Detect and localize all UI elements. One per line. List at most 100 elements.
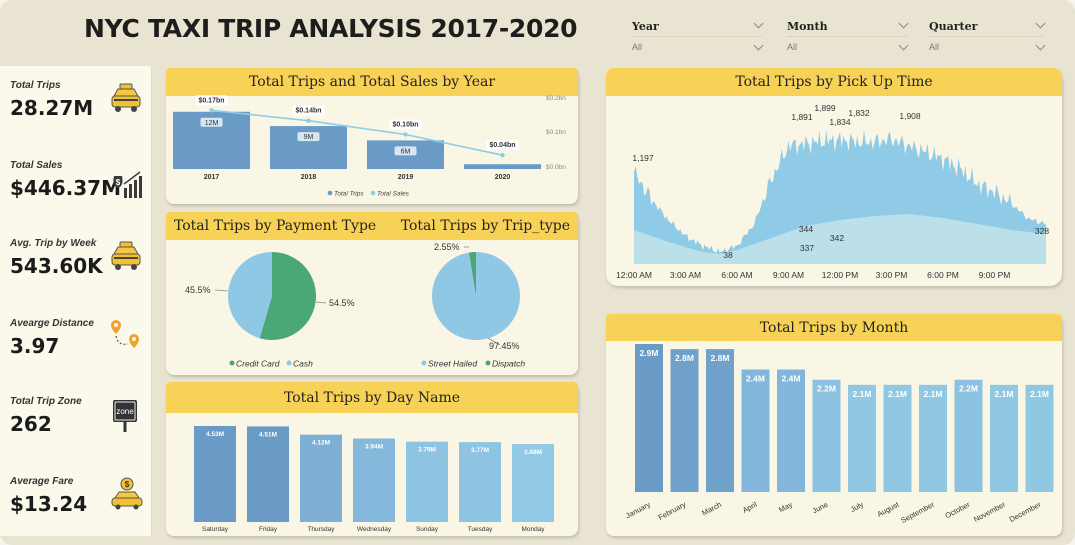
kpi-avg-trip-week: Avg. Trip by Week 543.60K bbox=[10, 238, 150, 298]
month-filter[interactable]: Month All bbox=[787, 14, 909, 58]
kpi-total-trips: Total Trips 28.27M bbox=[10, 80, 150, 140]
bar bbox=[919, 384, 947, 492]
kpi-total-sales: Total Sales $446.37M $ bbox=[10, 160, 150, 220]
data-label: 3.79M bbox=[418, 447, 436, 454]
chevron-down-icon[interactable] bbox=[898, 18, 909, 29]
legend-label: Dispatch bbox=[492, 359, 525, 369]
sales-point bbox=[306, 118, 311, 123]
data-label: $0.17bn bbox=[198, 97, 224, 104]
x-tick-label: 2017 bbox=[204, 174, 220, 181]
data-label-bg bbox=[297, 132, 320, 142]
x-tick-label: Friday bbox=[259, 526, 278, 533]
kpi-label: Total Sales bbox=[10, 160, 63, 171]
bar bbox=[353, 438, 395, 522]
y2-tick-label: $0.0bn bbox=[546, 164, 566, 171]
bar bbox=[406, 441, 448, 522]
x-tick-label: February bbox=[657, 500, 688, 522]
sales-point bbox=[209, 108, 214, 113]
quarter-filter[interactable]: Quarter All bbox=[929, 14, 1046, 58]
sales-point bbox=[403, 132, 408, 137]
month-filter-label: Month bbox=[787, 20, 828, 33]
x-tick-label: October bbox=[944, 500, 972, 521]
data-label: 2.9M bbox=[640, 348, 659, 358]
x-tick-label: May bbox=[777, 500, 794, 515]
legend-swatch bbox=[485, 360, 491, 366]
data-label: 3.68M bbox=[524, 449, 542, 456]
bar bbox=[883, 384, 912, 492]
chevron-down-icon[interactable] bbox=[753, 18, 764, 29]
legend-label: Credit Card bbox=[236, 359, 280, 369]
data-label: 1,899 bbox=[814, 103, 836, 113]
data-label: 45.5% bbox=[185, 285, 211, 295]
kpi-value: $446.37M bbox=[10, 176, 121, 200]
data-label: 6M bbox=[401, 148, 411, 155]
data-label: 4.12M bbox=[312, 440, 330, 447]
x-tick-label: January bbox=[624, 500, 652, 521]
x-tick-label: Monday bbox=[521, 526, 545, 533]
data-label-bg bbox=[486, 140, 519, 151]
x-tick-label: 9:00 AM bbox=[773, 270, 804, 280]
chart-title: Total Trips by Month bbox=[606, 314, 1062, 341]
data-label: 2.1M bbox=[853, 389, 872, 399]
data-label: 2.4M bbox=[746, 374, 765, 384]
data-label: 1,197 bbox=[632, 153, 654, 163]
bar bbox=[459, 442, 501, 522]
data-label: 2.8M bbox=[711, 353, 730, 363]
chart-trips-by-month: Total Trips by Month 2.9M January 2.8M Febr… bbox=[606, 314, 1062, 536]
data-label: 337 bbox=[800, 243, 814, 253]
chart-title-payment: Total Trips by Payment Type bbox=[174, 218, 377, 234]
legend-swatch bbox=[327, 190, 333, 196]
chevron-down-icon[interactable] bbox=[898, 40, 909, 51]
data-label-bg bbox=[292, 105, 325, 116]
data-label: 2.1M bbox=[924, 389, 943, 399]
data-label: 2.4M bbox=[782, 374, 801, 384]
data-label: 97.45% bbox=[489, 341, 520, 351]
page-title: NYC TAXI TRIP ANALYSIS 2017-2020 bbox=[84, 14, 578, 43]
x-tick-label: Saturday bbox=[202, 526, 229, 533]
x-tick-label: 2019 bbox=[398, 174, 414, 181]
quarter-filter-value[interactable]: All bbox=[929, 42, 940, 52]
quarter-filter-label: Quarter bbox=[929, 20, 978, 33]
data-label: 54.5% bbox=[329, 298, 355, 308]
month-filter-value[interactable]: All bbox=[787, 42, 798, 52]
data-label: 3.94M bbox=[365, 444, 383, 451]
svg-text:$: $ bbox=[125, 480, 130, 489]
y2-tick-label: $0.2bn bbox=[546, 95, 566, 102]
year-filter[interactable]: Year All bbox=[632, 14, 764, 58]
legend-swatch bbox=[286, 360, 292, 366]
chevron-down-icon[interactable] bbox=[1035, 40, 1046, 51]
data-label: $0.04bn bbox=[489, 142, 515, 149]
x-tick-label: 2018 bbox=[301, 174, 317, 181]
kpi-value: 262 bbox=[10, 412, 52, 436]
pie-slice bbox=[259, 252, 316, 340]
bar bbox=[512, 444, 554, 522]
bar bbox=[848, 384, 876, 492]
x-tick-label: Thursday bbox=[307, 526, 335, 533]
x-tick-label: 3:00 PM bbox=[876, 270, 908, 280]
data-label: 2.2M bbox=[959, 384, 978, 394]
chevron-down-icon[interactable] bbox=[1035, 18, 1046, 29]
data-label-bg bbox=[200, 117, 223, 127]
data-label: 9M bbox=[304, 134, 314, 141]
pie-charts-svg: 54.5% 45.5% Credit Card Cash 2.55% 97.45% Stre… bbox=[185, 242, 525, 369]
chart-title: Total Trips by Pick Up Time bbox=[606, 68, 1062, 96]
data-label: 2.1M bbox=[1030, 389, 1049, 399]
chevron-down-icon[interactable] bbox=[753, 40, 764, 51]
kpi-label: Total Trip Zone bbox=[10, 396, 82, 407]
data-label: 2.55% bbox=[434, 242, 460, 252]
kpi-panel: Total Trips 28.27M Total Sales $446.37M … bbox=[0, 66, 152, 536]
data-label: 1,834 bbox=[829, 117, 851, 127]
kpi-value: 543.60K bbox=[10, 254, 103, 278]
pie-slice bbox=[228, 252, 272, 339]
money-bag-chart-icon: $ bbox=[113, 171, 142, 198]
data-label: 12M bbox=[205, 120, 219, 127]
area-lower bbox=[634, 214, 1046, 264]
bar bbox=[777, 369, 805, 492]
year-filter-value[interactable]: All bbox=[632, 42, 643, 52]
legend-label: Cash bbox=[293, 359, 313, 369]
data-label: 344 bbox=[799, 224, 813, 234]
data-label: 1,832 bbox=[848, 108, 870, 118]
data-label: 1,891 bbox=[791, 112, 813, 122]
x-tick-label: 6:00 PM bbox=[927, 270, 959, 280]
bar bbox=[741, 369, 770, 492]
